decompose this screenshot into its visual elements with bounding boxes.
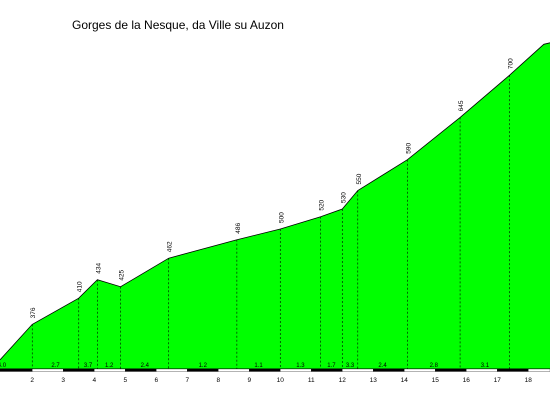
km-scale-segment xyxy=(497,368,529,372)
x-tick-label: 5 xyxy=(123,377,127,384)
x-tick-label: 10 xyxy=(277,377,285,384)
chart-title: Gorges de la Nesque, da Ville su Auzon xyxy=(72,18,284,32)
km-scale-segment xyxy=(311,368,343,372)
km-scale-segment xyxy=(125,368,157,372)
gradient-label: 1.3 xyxy=(296,363,305,369)
elevation-label: 376 xyxy=(30,307,37,318)
km-scale-segment xyxy=(404,368,436,372)
x-tick-label: 14 xyxy=(401,377,409,384)
elevation-label: 434 xyxy=(95,263,102,274)
x-tick-label: 6 xyxy=(154,377,158,384)
gradient-label: 1.7 xyxy=(327,363,336,369)
x-tick-label: 13 xyxy=(370,377,378,384)
elevation-label: 500 xyxy=(278,212,285,223)
x-tick-label: 12 xyxy=(339,377,347,384)
elevation-label: 645 xyxy=(458,100,465,111)
elevation-label: 550 xyxy=(356,173,363,184)
gradient-label: 2.7 xyxy=(51,363,60,369)
km-scale-segment xyxy=(187,368,219,372)
km-scale-segment xyxy=(94,368,126,372)
gradient-label: 1.1 xyxy=(254,363,263,369)
elevation-label: 425 xyxy=(119,269,126,280)
gradient-label: 2.8 xyxy=(430,363,439,369)
gradient-label: 3.7 xyxy=(84,363,93,369)
x-tick-label: 18 xyxy=(525,377,533,384)
elevation-label: 462 xyxy=(167,241,174,252)
elevation-label: 590 xyxy=(405,142,412,153)
profile-line xyxy=(0,42,550,361)
x-tick-label: 11 xyxy=(308,377,315,384)
x-tick-label: 3 xyxy=(61,377,65,384)
km-scale-segment xyxy=(373,368,405,372)
x-tick-label: 8 xyxy=(216,377,220,384)
x-tick-label: 4 xyxy=(92,377,96,384)
elevation-label: 530 xyxy=(340,192,347,203)
x-tick-label: 17 xyxy=(494,377,502,384)
gradient-label: 3.3 xyxy=(346,363,355,369)
km-scale-segment xyxy=(342,368,374,372)
km-scale-segment xyxy=(280,368,312,372)
x-tick-label: 15 xyxy=(432,377,440,384)
km-scale-segment xyxy=(435,368,467,372)
gradient-label: 2.4 xyxy=(141,363,150,369)
elevation-label: 520 xyxy=(319,199,326,210)
km-scale-segment xyxy=(156,368,188,372)
x-tick-label: 2 xyxy=(30,377,34,384)
km-scale-segment xyxy=(249,368,281,372)
gradient-label: 3.1 xyxy=(481,363,490,369)
km-scale-segment xyxy=(528,368,550,372)
gradient-label: 1.2 xyxy=(199,363,208,369)
km-scale-segment xyxy=(0,368,33,372)
gradient-label: 2.4 xyxy=(378,363,387,369)
x-tick-label: 16 xyxy=(463,377,471,384)
km-scale-segment xyxy=(32,368,64,372)
km-scale-segment xyxy=(218,368,250,372)
km-scale-segment xyxy=(466,368,498,372)
elevation-label: 486 xyxy=(235,223,242,234)
elevation-label: 700 xyxy=(508,58,515,69)
x-tick-label: 7 xyxy=(185,377,189,384)
x-tick-label: 9 xyxy=(247,377,251,384)
gradient-label: 4.0 xyxy=(0,363,7,369)
elevation-label: 410 xyxy=(77,281,84,292)
gradient-label: 1.2 xyxy=(105,363,114,369)
km-scale-segment xyxy=(63,368,95,372)
profile-area xyxy=(0,42,550,370)
